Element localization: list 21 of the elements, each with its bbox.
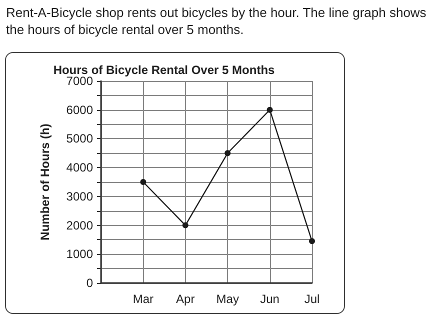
x-tick-label: Mar (132, 292, 154, 306)
y-axis-title: Number of Hours (h) (38, 124, 52, 240)
y-tick-label: 6000 (66, 102, 94, 117)
point (309, 238, 315, 244)
x-tick-label: Jul (304, 292, 320, 306)
point (266, 106, 273, 113)
y-tick-label: 2000 (66, 218, 94, 232)
y-tick-label: 5000 (66, 132, 94, 146)
y-tick-label: 0 (86, 276, 94, 290)
y-tick-label: 7000 (66, 74, 94, 88)
y-tick-label: 3000 (66, 189, 94, 204)
x-tick-label: Jun (260, 292, 280, 306)
y-tick-label: 4000 (66, 160, 94, 175)
y-tick-label: 1000 (66, 247, 94, 262)
x-tick-label: May (216, 292, 239, 306)
x-tick-label: Apr (176, 292, 195, 306)
point (140, 179, 146, 185)
chart-title: Hours of Bicycle Rental Over 5 Months (53, 63, 276, 77)
text: Rent-A-Bicycle shop rents out bicycles by the hour. The line graph shows the hours of bicycle rental over 5 months. (6, 4, 428, 38)
point (224, 150, 231, 156)
point (182, 222, 188, 228)
